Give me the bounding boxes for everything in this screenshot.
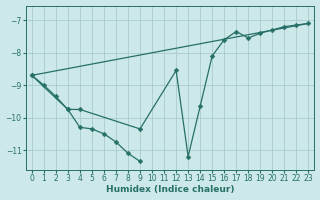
X-axis label: Humidex (Indice chaleur): Humidex (Indice chaleur) — [106, 185, 234, 194]
